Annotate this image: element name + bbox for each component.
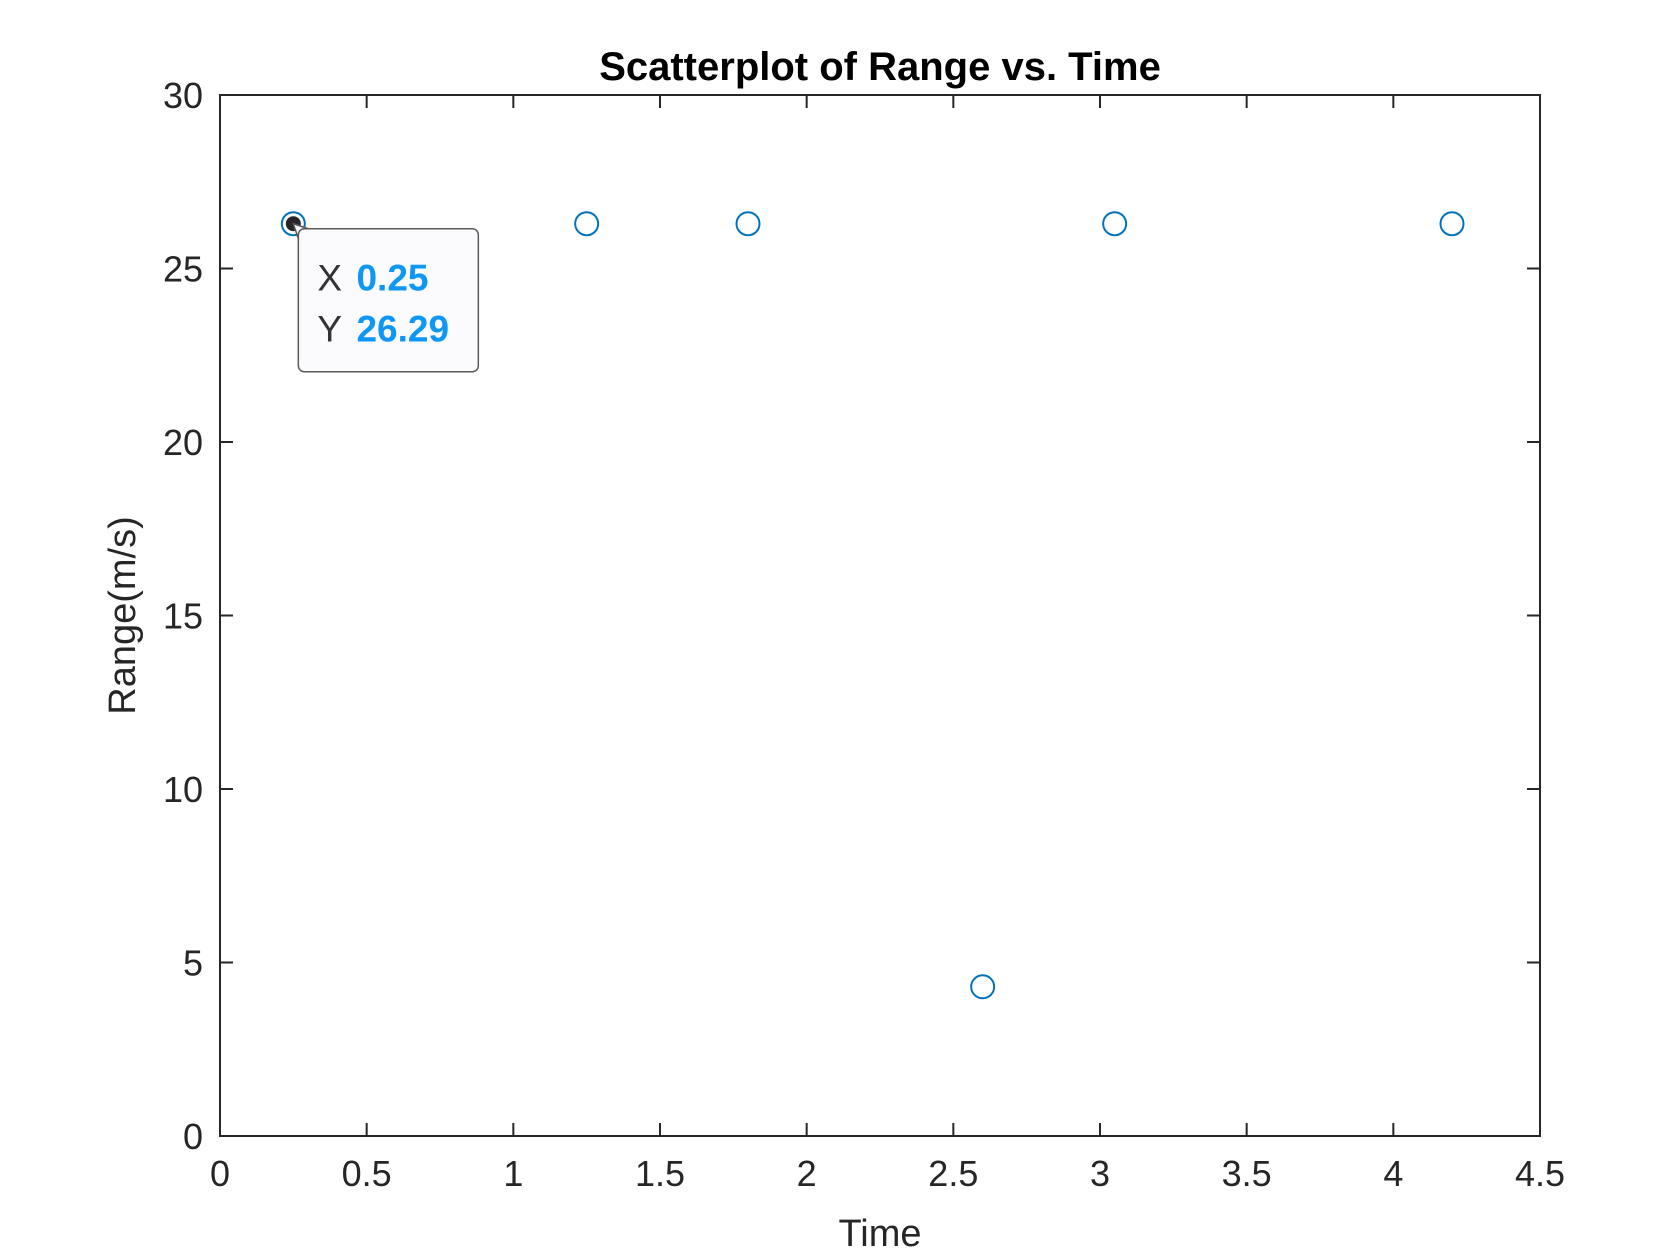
x-tick-label: 0 [210,1153,230,1194]
x-tick-label: 1 [503,1153,523,1194]
datatip-x-row: X 0.25 [317,258,428,299]
datatip-x-value: 0.25 [356,258,428,299]
datatip-x-key: X [317,258,342,299]
datatip-y-value: 26.29 [356,309,449,350]
data-point[interactable] [1102,211,1128,237]
data-point[interactable] [1439,211,1465,237]
y-tick-label: 20 [163,422,203,463]
x-tick-label: 2.5 [928,1153,978,1194]
chart-title: Scatterplot of Range vs. Time [599,45,1161,89]
y-axis: 0 5 10 15 20 25 30 [163,75,1540,1157]
x-tick-label: 1.5 [635,1153,685,1194]
y-tick-label: 15 [163,596,203,637]
x-tick-label: 0.5 [342,1153,392,1194]
y-tick-label: 30 [163,75,203,116]
data-point[interactable] [735,211,761,237]
x-axis-label: Time [838,1213,921,1255]
x-axis: 0 0.5 1 1.5 2 2.5 3 3.5 4 4.5 [210,95,1565,1194]
x-tick-label: 3 [1090,1153,1110,1194]
x-tick-label: 4 [1383,1153,1403,1194]
x-tick-label: 4.5 [1515,1153,1565,1194]
x-tick-label: 3.5 [1222,1153,1272,1194]
datatip-y-row: Y 26.29 [317,309,449,350]
datatip-box [297,227,480,373]
y-tick-label: 0 [183,1116,203,1157]
datatip[interactable]: X 0.25 Y 26.29 [292,222,480,373]
y-axis-label: Range(m/s) [102,516,144,715]
data-point[interactable] [280,211,306,237]
data-point[interactable] [970,974,996,1000]
y-tick-label: 10 [163,769,203,810]
data-point[interactable] [574,211,600,237]
x-tick-label: 2 [797,1153,817,1194]
y-tick-label: 25 [163,249,203,290]
y-tick-label: 5 [183,943,203,984]
datatip-y-key: Y [317,309,342,350]
